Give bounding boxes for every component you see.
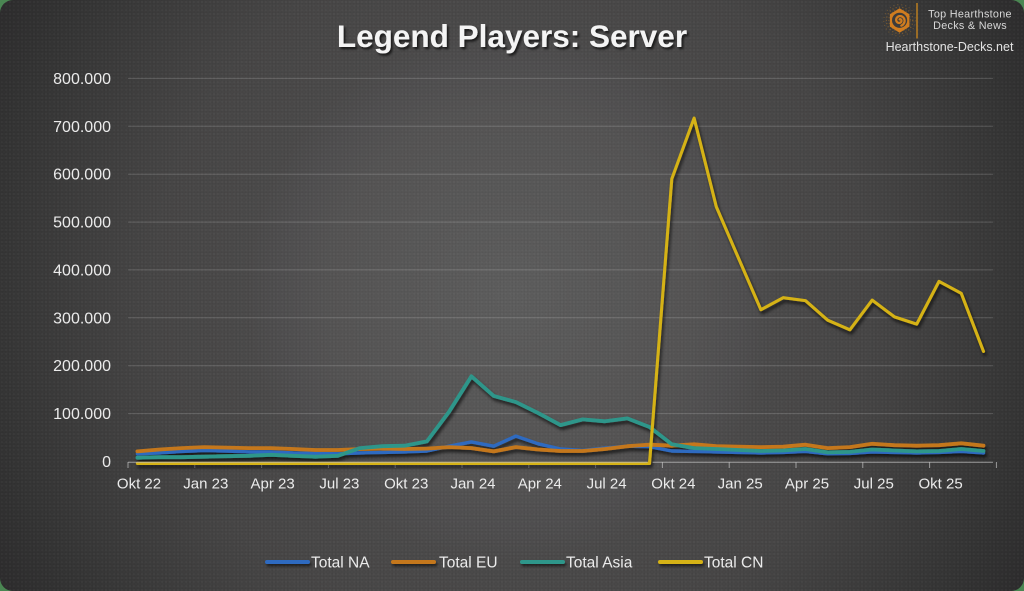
svg-text:Top Hearthstone: Top Hearthstone [928, 9, 1012, 21]
svg-text:Total NA: Total NA [311, 555, 370, 572]
svg-text:200.000: 200.000 [53, 358, 111, 375]
svg-text:0: 0 [102, 454, 111, 471]
svg-text:Legend Players: Server: Legend Players: Server [337, 18, 687, 54]
svg-text:Total CN: Total CN [704, 555, 763, 572]
svg-text:800.000: 800.000 [53, 71, 111, 88]
svg-text:Hearthstone-Decks.net: Hearthstone-Decks.net [886, 40, 1014, 54]
svg-text:700.000: 700.000 [53, 119, 111, 136]
svg-text:Okt 24: Okt 24 [651, 476, 695, 493]
svg-text:Apr 23: Apr 23 [250, 476, 294, 493]
svg-text:Total EU: Total EU [439, 555, 498, 572]
svg-text:300.000: 300.000 [53, 310, 111, 327]
svg-text:Decks & News: Decks & News [933, 20, 1007, 32]
svg-text:Jan 25: Jan 25 [718, 476, 763, 493]
svg-text:Okt 23: Okt 23 [384, 476, 428, 493]
svg-text:Okt 25: Okt 25 [919, 476, 963, 493]
svg-text:Jul 24: Jul 24 [587, 476, 627, 493]
svg-text:Apr 25: Apr 25 [785, 476, 829, 493]
svg-text:Jan 24: Jan 24 [450, 476, 495, 493]
svg-text:Jul 25: Jul 25 [854, 476, 894, 493]
svg-text:100.000: 100.000 [53, 406, 111, 423]
svg-text:Jan 23: Jan 23 [183, 476, 228, 493]
svg-text:Total Asia: Total Asia [566, 555, 633, 572]
svg-text:500.000: 500.000 [53, 215, 111, 232]
svg-text:600.000: 600.000 [53, 167, 111, 184]
svg-text:Jul 23: Jul 23 [319, 476, 359, 493]
svg-text:Apr 24: Apr 24 [518, 476, 562, 493]
svg-text:Okt 22: Okt 22 [117, 476, 161, 493]
svg-text:400.000: 400.000 [53, 262, 111, 279]
